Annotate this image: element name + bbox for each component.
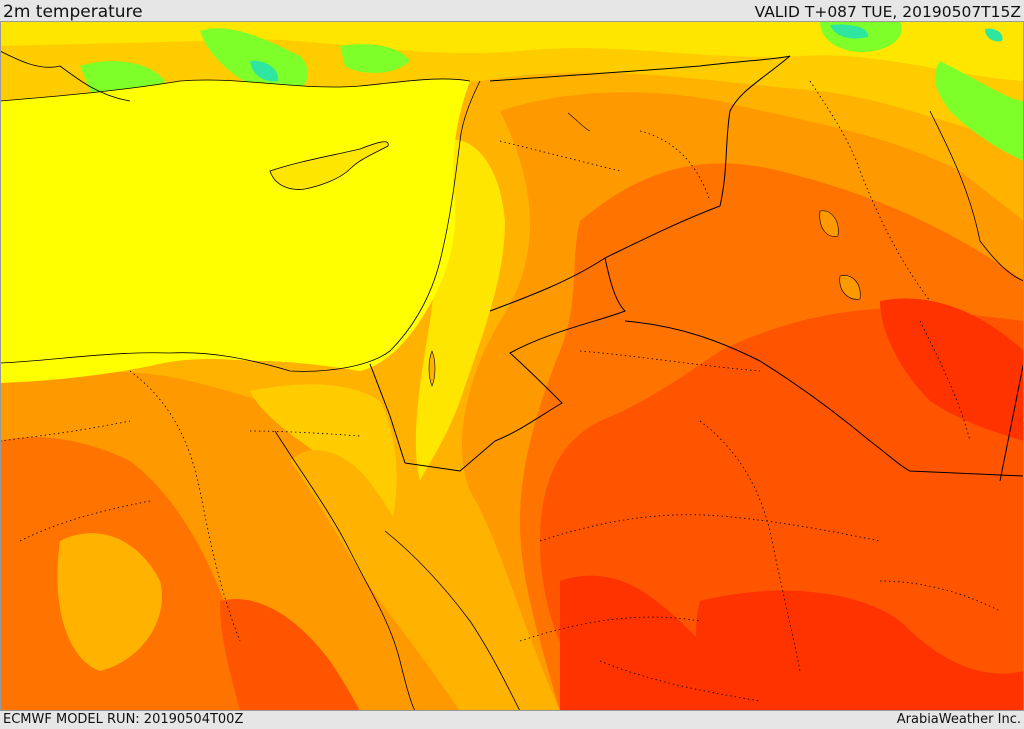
red-sea	[290, 450, 520, 711]
green-cool-patch	[934, 61, 1024, 161]
country-border	[624, 320, 1024, 477]
cyan-cool-spot	[250, 60, 279, 82]
coastline	[0, 80, 481, 372]
iraq-lake	[819, 210, 839, 237]
hot-zone-red	[696, 590, 1024, 711]
mediterranean-sea	[0, 78, 470, 384]
coastline	[384, 530, 521, 711]
coastline	[274, 430, 416, 711]
cyan-cool-spot	[830, 24, 869, 39]
header-bar	[0, 0, 1024, 21]
dead-sea	[428, 350, 436, 387]
credit-label: ArabiaWeather Inc.	[896, 712, 1021, 727]
syria-lake	[567, 112, 591, 132]
coastline	[0, 78, 471, 102]
hot-zone-red	[560, 575, 740, 711]
temperature-map	[0, 21, 1024, 711]
coastline	[0, 50, 131, 102]
country-border	[719, 55, 791, 207]
province-boundaries	[0, 80, 1001, 702]
iraq-lake	[839, 275, 861, 300]
country-border	[369, 363, 406, 464]
country-border	[404, 257, 626, 472]
cyan-cool-spot	[985, 28, 1003, 42]
valid-time-label: VALID T+087 TUE, 20190507T15Z	[754, 3, 1021, 21]
country-border	[999, 360, 1024, 482]
hot-zone-red	[880, 298, 1024, 441]
map-title: 2m temperature	[3, 2, 143, 22]
country-border	[489, 55, 791, 82]
coastline	[929, 110, 1024, 282]
green-cool-patch	[340, 44, 410, 73]
model-run-label: ECMWF MODEL RUN: 20190504T00Z	[3, 712, 244, 727]
egypt-red-zone	[220, 599, 360, 711]
cyprus-island	[269, 141, 389, 190]
north-cool-band	[0, 21, 1024, 81]
egypt-cooler-patch	[57, 533, 162, 671]
footer-bar	[0, 711, 1024, 729]
